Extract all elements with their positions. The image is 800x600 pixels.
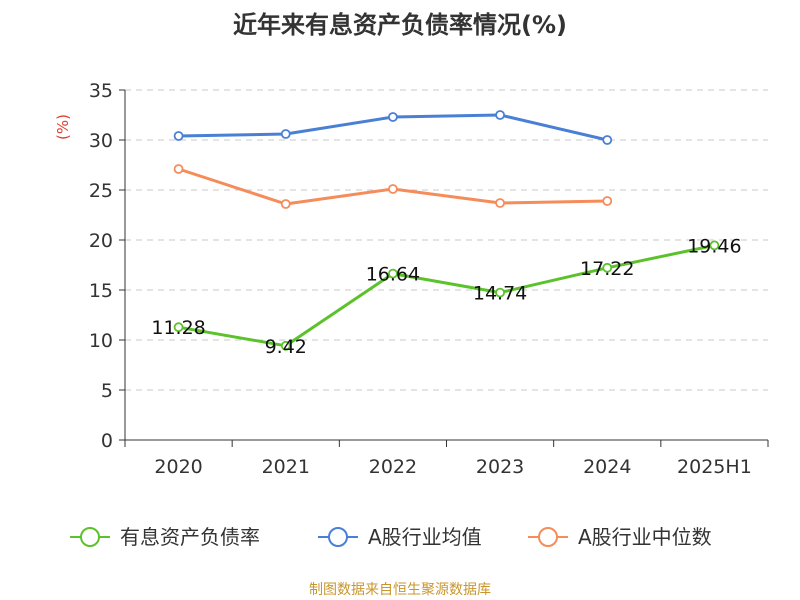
legend-item: A股行业均值 <box>318 525 482 549</box>
legend-item: A股行业中位数 <box>528 525 712 549</box>
x-tick-label: 2023 <box>476 456 524 478</box>
series-0 <box>173 240 720 351</box>
legend-label: A股行业均值 <box>368 525 482 549</box>
series-1 <box>173 110 613 145</box>
y-tick-label: 30 <box>89 130 113 152</box>
y-tick-label: 20 <box>89 230 113 252</box>
data-point <box>280 129 291 139</box>
data-point <box>602 262 613 273</box>
data-point <box>388 268 398 279</box>
y-tick-label: 5 <box>101 380 113 402</box>
data-label: 11.28 <box>151 317 205 339</box>
legend-label: 有息资产负债率 <box>120 525 260 549</box>
data-label: 14.74 <box>473 283 527 305</box>
data-point <box>173 131 184 141</box>
data-point <box>173 164 184 174</box>
legend-swatch-marker <box>80 527 100 547</box>
data-point <box>173 322 184 333</box>
data-point <box>602 196 613 206</box>
y-tick-label: 25 <box>89 180 113 202</box>
source-note: 制图数据来自恒生聚源数据库 <box>309 582 491 598</box>
legend-swatch-marker <box>328 527 348 547</box>
data-point <box>280 340 291 351</box>
x-tick-label: 2020 <box>154 456 202 478</box>
data-point <box>602 135 613 145</box>
legend-swatch-marker <box>538 527 558 547</box>
data-point <box>495 287 505 298</box>
data-point <box>388 184 398 194</box>
data-label: 16.64 <box>366 264 420 286</box>
data-label: 19.46 <box>687 235 741 257</box>
data-labels: 11.28 9.42 16.64 14.74 17.22 19.46 <box>151 235 741 357</box>
data-point <box>280 199 291 209</box>
grid-lines <box>125 89 768 391</box>
chart-title: 近年来有息资产负债率情况(%) <box>233 11 567 39</box>
data-point <box>495 198 505 208</box>
x-tick-label: 2021 <box>262 456 310 478</box>
data-point <box>495 110 505 120</box>
x-tick-label: 2022 <box>369 456 417 478</box>
legend: 有息资产负债率 A股行业均值 A股行业中位数 <box>70 525 712 549</box>
data-point <box>709 240 720 251</box>
x-tick-label: 2024 <box>583 456 631 478</box>
y-tick-label: 0 <box>101 430 113 452</box>
series-2 <box>173 164 613 209</box>
series-lines <box>173 110 720 351</box>
series-line <box>177 243 716 348</box>
y-axis-label: (%) <box>54 114 72 140</box>
y-tick-label: 10 <box>89 330 113 352</box>
legend-label: A股行业中位数 <box>578 525 712 549</box>
data-label: 9.42 <box>265 336 307 358</box>
legend-item: 有息资产负债率 <box>70 525 260 549</box>
data-label: 17.22 <box>580 258 634 280</box>
y-tick-label: 35 <box>89 80 113 102</box>
y-tick-label: 15 <box>89 280 113 302</box>
x-tick-label: 2025H1 <box>677 456 752 478</box>
axes: 0 5 10 15 20 25 30 35 2020 2021 2022 2023 2024 2025H1 <box>89 80 769 478</box>
data-point <box>388 112 398 122</box>
